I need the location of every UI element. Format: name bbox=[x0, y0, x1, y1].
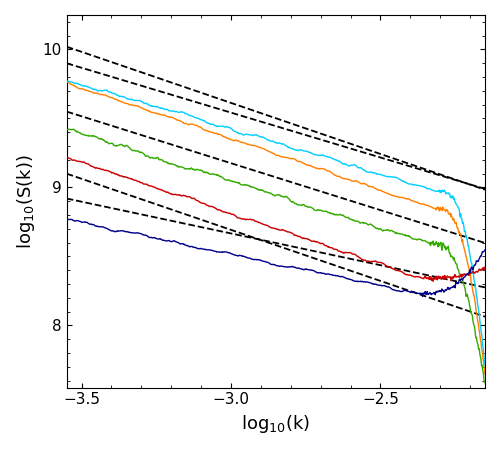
X-axis label: log$_{10}$(k): log$_{10}$(k) bbox=[242, 413, 310, 435]
Y-axis label: log$_{10}$(S(k)): log$_{10}$(S(k)) bbox=[15, 154, 37, 248]
